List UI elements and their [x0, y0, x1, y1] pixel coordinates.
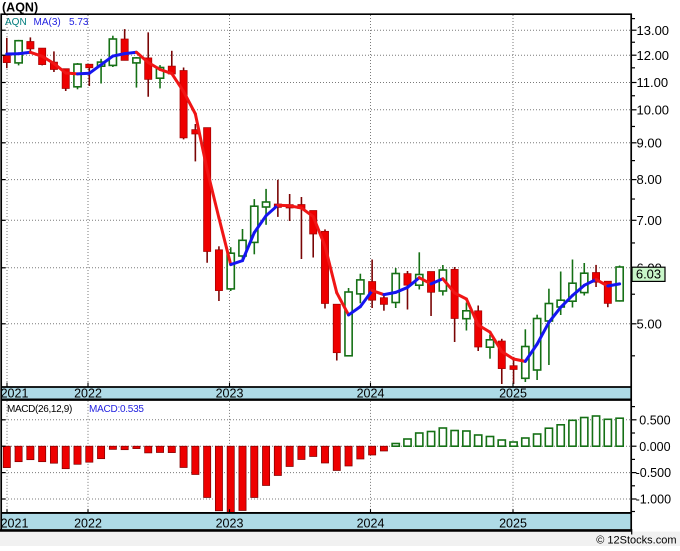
svg-text:6.03: 6.03: [636, 267, 661, 282]
svg-text:10.00: 10.00: [637, 102, 670, 117]
svg-text:9.00: 9.00: [637, 135, 662, 150]
svg-text:2023: 2023: [216, 386, 244, 400]
svg-text:12.00: 12.00: [637, 48, 670, 63]
svg-text:MACD(26,12,9): MACD(26,12,9): [7, 404, 72, 415]
svg-text:-0.500: -0.500: [636, 466, 671, 480]
svg-text:2024: 2024: [357, 386, 385, 400]
svg-text:-1.000: -1.000: [636, 493, 671, 507]
svg-text:0.500: 0.500: [639, 413, 670, 427]
svg-text:2022: 2022: [74, 517, 102, 531]
svg-text:13.00: 13.00: [637, 23, 670, 38]
svg-text:AQN: AQN: [5, 17, 27, 28]
svg-text:11.00: 11.00: [637, 75, 669, 90]
svg-text:2024: 2024: [357, 517, 385, 531]
svg-text:2025: 2025: [499, 517, 527, 531]
svg-text:2021: 2021: [1, 386, 29, 400]
svg-text:7.00: 7.00: [637, 213, 662, 228]
svg-text:(AQN): (AQN): [2, 0, 38, 14]
svg-text:8.00: 8.00: [637, 172, 662, 187]
svg-text:2022: 2022: [74, 386, 102, 400]
svg-text:© 12Stocks.com: © 12Stocks.com: [596, 535, 676, 546]
svg-text:2025: 2025: [499, 386, 527, 400]
svg-text:MACD:0.535: MACD:0.535: [89, 404, 144, 415]
svg-text:5.00: 5.00: [637, 316, 662, 331]
svg-text:MA(3): MA(3): [34, 17, 61, 28]
svg-text:2021: 2021: [1, 517, 29, 531]
svg-text:5.73: 5.73: [69, 17, 89, 28]
svg-text:0.000: 0.000: [639, 440, 670, 454]
svg-text:2023: 2023: [216, 517, 244, 531]
